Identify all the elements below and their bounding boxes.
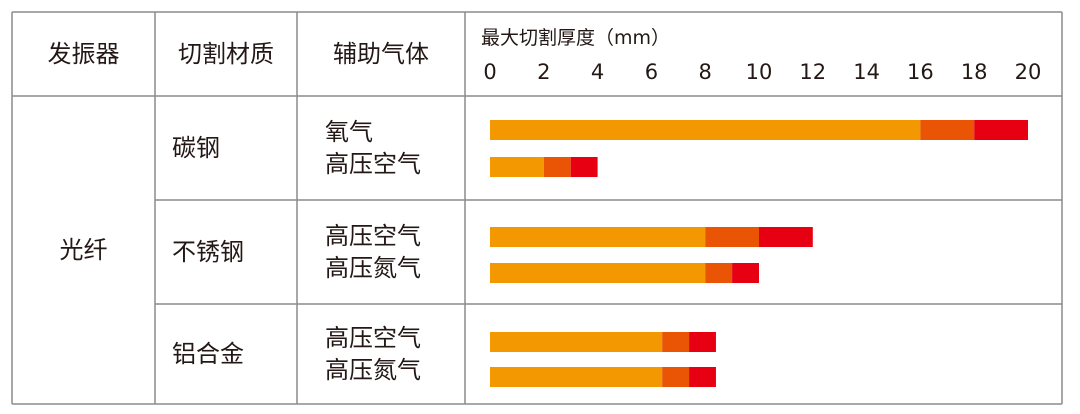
material-stainless-steel: 不锈钢 <box>172 238 244 266</box>
bar-segment <box>543 157 571 177</box>
bar-segment <box>570 157 598 177</box>
x-tick-label: 12 <box>799 60 827 84</box>
x-tick-label: 14 <box>853 60 880 84</box>
x-tick-label: 20 <box>1014 60 1042 84</box>
x-tick-label: 0 <box>483 60 497 84</box>
bar-segment <box>689 367 716 387</box>
thickness-bar <box>490 157 598 177</box>
resonator-cell: 光纤 <box>59 236 108 264</box>
bar-segment <box>490 120 921 140</box>
bar-segment <box>490 332 663 352</box>
bar-segment <box>689 332 716 352</box>
bar-segment <box>732 263 759 283</box>
x-tick-label: 6 <box>644 60 659 84</box>
bar-segment <box>705 263 733 283</box>
thickness-bar <box>490 227 813 247</box>
material-carbon-steel: 碳钢 <box>172 134 220 162</box>
gas-list-stainless-steel: 高压空气 高压氮气 <box>325 200 465 304</box>
x-tick-label: 10 <box>745 60 773 84</box>
bar-segment <box>705 227 759 247</box>
x-tick-label: 2 <box>537 60 551 84</box>
bar-segment <box>490 367 663 387</box>
thickness-bar <box>490 120 1028 140</box>
thickness-bar <box>490 367 716 387</box>
x-tick-label: 16 <box>907 60 934 84</box>
bar-segment <box>974 120 1028 140</box>
material-aluminum-alloy: 铝合金 <box>172 340 244 368</box>
x-tick-label: 8 <box>698 60 712 84</box>
bar-segment <box>662 332 690 352</box>
bar-segment <box>662 367 690 387</box>
gas-label: 氧气 <box>325 118 373 146</box>
gas-label: 高压空气 <box>325 150 421 178</box>
bar-segment <box>490 227 706 247</box>
gas-label: 高压空气 <box>325 222 421 250</box>
gas-list-carbon-steel: 氧气 高压空气 <box>325 96 465 200</box>
thickness-bar <box>490 263 759 283</box>
thickness-bar <box>490 332 716 352</box>
bar-segment <box>490 157 544 177</box>
header-gas: 辅助气体 <box>333 40 429 68</box>
bar-segment <box>490 263 706 283</box>
bar-segment <box>920 120 975 140</box>
gas-list-aluminum-alloy: 高压空气 高压氮气 <box>325 304 465 404</box>
axis-title: 最大切割厚度（mm） <box>481 27 671 49</box>
gas-label: 高压氮气 <box>325 254 421 282</box>
x-tick-label: 4 <box>590 60 605 84</box>
gas-label: 高压氮气 <box>325 356 421 384</box>
header-material: 切割材质 <box>178 40 274 68</box>
gas-label: 高压空气 <box>325 324 421 352</box>
x-tick-label: 18 <box>960 60 988 84</box>
bar-segment <box>759 227 813 247</box>
header-resonator: 发振器 <box>47 40 120 68</box>
